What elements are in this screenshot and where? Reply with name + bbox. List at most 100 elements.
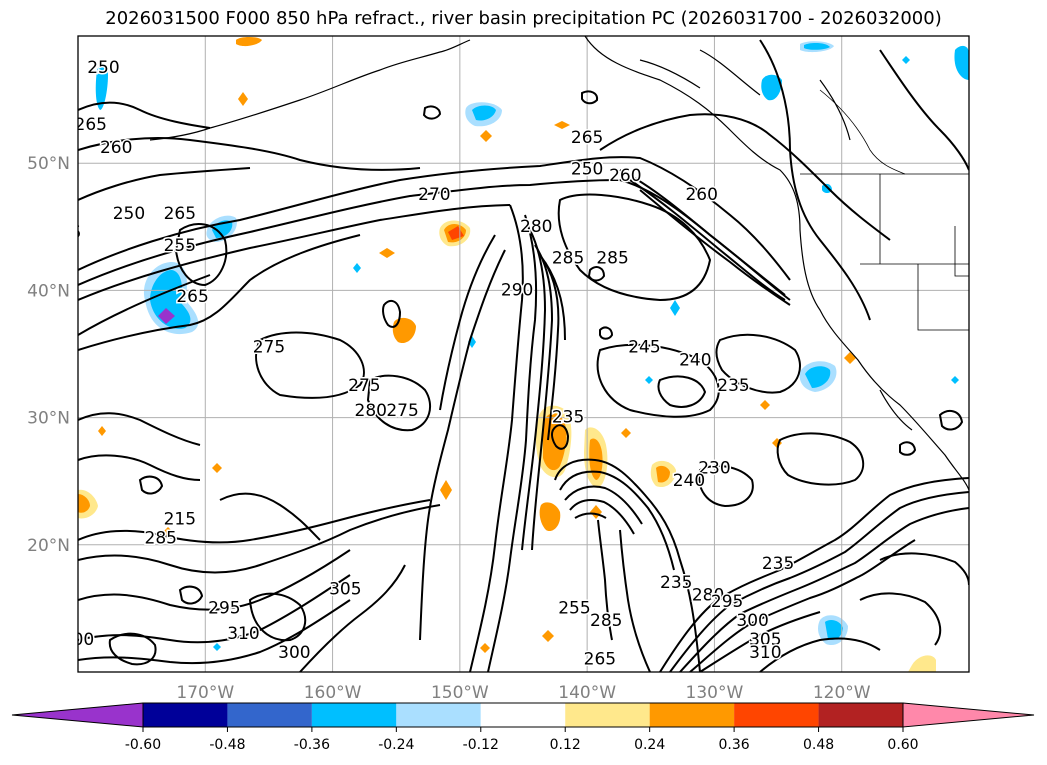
shaded-area xyxy=(908,655,936,672)
shaded-area xyxy=(542,630,554,642)
shaded-area xyxy=(480,643,490,653)
lon-tick-label: 160°W xyxy=(304,683,362,703)
colorbar-bin xyxy=(734,703,819,727)
colorbar-tick-label: 0.48 xyxy=(803,737,834,753)
colorbar-bin xyxy=(818,703,903,727)
contour-label: 295 xyxy=(711,592,743,612)
latitude-labels: 50°N 40°N 30°N 20°N xyxy=(27,154,70,556)
shaded-area xyxy=(670,300,680,316)
contour-label: 305 xyxy=(329,579,361,599)
colorbar-tick-label: -0.36 xyxy=(294,737,330,753)
shaded-area xyxy=(761,74,782,101)
contour-label: 255 xyxy=(49,223,81,243)
lon-tick-label: 140°W xyxy=(558,683,616,703)
shaded-area xyxy=(78,494,90,513)
colorbar-extend-max xyxy=(902,702,1035,728)
shaded-area xyxy=(902,56,910,64)
longitude-labels: 170°W 160°W 150°W 140°W 130°W 120°W xyxy=(176,683,870,703)
contour-label: 300 xyxy=(278,643,310,663)
contour-label: 305 xyxy=(749,630,781,650)
contour-label: 300 xyxy=(62,630,94,650)
contour-label: 260 xyxy=(685,185,717,205)
contour-label: 275 xyxy=(253,338,285,358)
shaded-area xyxy=(440,480,452,500)
shaded-area xyxy=(98,426,106,436)
contour-label: 250 xyxy=(113,204,145,224)
colorbar-bin xyxy=(565,703,650,727)
contour-label: 245 xyxy=(628,338,660,358)
shaded-area xyxy=(645,376,653,384)
lon-tick-label: 120°W xyxy=(813,683,871,703)
shaded-area xyxy=(621,428,631,438)
colorbar-tick-label: -0.24 xyxy=(378,737,414,753)
contour-label: 300 xyxy=(736,611,768,631)
contour-label: 240 xyxy=(673,471,705,491)
contour-label: 285 xyxy=(596,249,628,269)
contour-label: 265 xyxy=(584,649,616,669)
colorbar-tick-label: 0.24 xyxy=(634,737,665,753)
refractivity-contours xyxy=(78,39,969,672)
lat-tick-label: 30°N xyxy=(27,409,70,429)
colorbar: -0.60 -0.48 -0.36 -0.24 -0.12 0.12 0.24 0.36 0.4… xyxy=(11,702,1035,753)
shaded-area xyxy=(392,317,416,344)
colorbar-tick-label: -0.60 xyxy=(125,737,161,753)
colorbar-tick-label: -0.48 xyxy=(209,737,245,753)
contour-label: 255 xyxy=(558,598,590,618)
colorbar-outline xyxy=(142,702,904,728)
shaded-area xyxy=(163,527,173,537)
colorbar-tick-label: 0.12 xyxy=(550,737,581,753)
contour-label: 310 xyxy=(749,643,781,663)
contour-label: 250 xyxy=(571,160,603,180)
shaded-area xyxy=(472,105,496,121)
contour-label: 275 xyxy=(348,376,380,396)
shaded-area xyxy=(554,121,570,129)
map-panel xyxy=(78,36,969,672)
colorbar-extend-min xyxy=(11,702,144,728)
contour-label: 290 xyxy=(501,280,533,300)
contour-label: 260 xyxy=(609,166,641,186)
colorbar-bin xyxy=(143,703,228,727)
lon-tick-label: 150°W xyxy=(431,683,489,703)
shaded-area xyxy=(804,42,830,50)
contour-label: 280 xyxy=(355,401,387,421)
contour-label: 265 xyxy=(75,115,107,135)
colorbar-bin xyxy=(227,703,312,727)
shaded-area xyxy=(656,465,670,483)
shaded-area xyxy=(539,502,561,532)
map-frame xyxy=(77,35,970,673)
shaded-area xyxy=(213,643,221,651)
colorbar-bin xyxy=(480,703,566,727)
shaded-area xyxy=(954,45,969,80)
contour-label: 250 xyxy=(87,58,119,78)
shaded-area xyxy=(760,400,770,410)
colorbar-bin xyxy=(649,703,735,727)
map-title: 2026031500 F000 850 hPa refract., river … xyxy=(105,8,942,29)
colorbar-tick-label: 0.36 xyxy=(719,737,750,753)
contour-label: 260 xyxy=(100,138,132,158)
contour-label: 235 xyxy=(552,408,584,428)
contour-label: 270 xyxy=(418,185,450,205)
contour-labels: 250 255 265 260 250 265 255 265 270 285 280 265 250 2… xyxy=(49,56,796,670)
contour-label: 265 xyxy=(571,128,603,148)
contour-label: 235 xyxy=(762,554,794,574)
lat-tick-label: 40°N xyxy=(27,281,70,301)
contour-label: 285 xyxy=(145,528,177,548)
shaded-area xyxy=(480,130,492,142)
lon-tick-label: 170°W xyxy=(176,683,234,703)
contour-label: 235 xyxy=(717,376,749,396)
shaded-area xyxy=(236,37,262,47)
shaded-area xyxy=(158,308,175,324)
contour-label: 285 xyxy=(552,249,584,269)
colorbar-bin xyxy=(311,703,397,727)
lat-tick-label: 20°N xyxy=(27,536,70,556)
contour-label: 215 xyxy=(164,509,196,529)
contour-label: 230 xyxy=(698,458,730,478)
contour-label: 310 xyxy=(227,624,259,644)
contour-label: 240 xyxy=(679,350,711,370)
contour-label: 265 xyxy=(164,204,196,224)
contour-label: 295 xyxy=(208,598,240,618)
shaded-area xyxy=(95,65,108,110)
lat-tick-label: 50°N xyxy=(27,154,70,174)
shaded-area xyxy=(825,620,843,640)
